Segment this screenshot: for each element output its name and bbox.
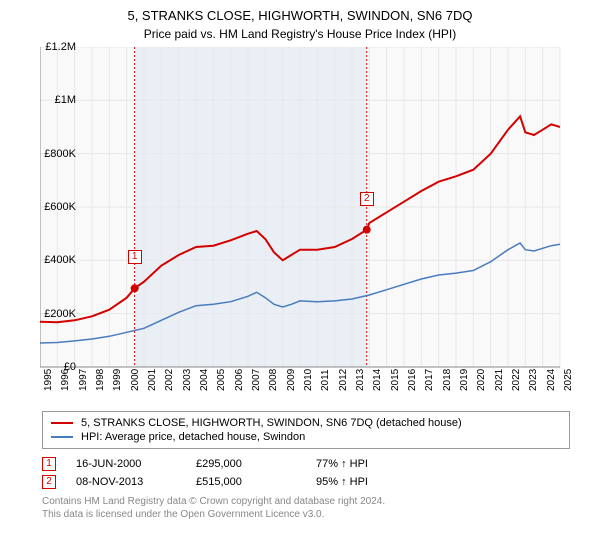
chart-svg bbox=[40, 47, 600, 407]
x-axis-label: 2018 bbox=[442, 369, 453, 391]
legend-swatch bbox=[51, 422, 73, 424]
x-axis-label: 1999 bbox=[112, 369, 123, 391]
chart-marker: 1 bbox=[128, 250, 142, 264]
transaction-pct: 77% ↑ HPI bbox=[316, 458, 436, 470]
transaction-price: £295,000 bbox=[196, 458, 316, 470]
transaction-row: 2 08-NOV-2013 £515,000 95% ↑ HPI bbox=[42, 473, 570, 491]
legend-label: HPI: Average price, detached house, Swin… bbox=[81, 431, 305, 443]
x-axis-label: 2003 bbox=[182, 369, 193, 391]
y-axis-label: £1M bbox=[55, 94, 76, 106]
y-axis-label: £800K bbox=[44, 148, 76, 160]
x-axis-label: 2012 bbox=[338, 369, 349, 391]
chart-marker: 2 bbox=[360, 192, 374, 206]
legend: 5, STRANKS CLOSE, HIGHWORTH, SWINDON, SN… bbox=[42, 411, 570, 449]
x-axis-label: 2011 bbox=[320, 369, 331, 391]
x-axis-label: 2007 bbox=[251, 369, 262, 391]
transaction-date: 08-NOV-2013 bbox=[76, 476, 196, 488]
transaction-pct: 95% ↑ HPI bbox=[316, 476, 436, 488]
legend-item: 5, STRANKS CLOSE, HIGHWORTH, SWINDON, SN… bbox=[51, 416, 561, 430]
x-axis-label: 2006 bbox=[234, 369, 245, 391]
x-axis-label: 2022 bbox=[511, 369, 522, 391]
y-axis-label: £200K bbox=[44, 308, 76, 320]
legend-item: HPI: Average price, detached house, Swin… bbox=[51, 430, 561, 444]
x-axis-label: 2008 bbox=[268, 369, 279, 391]
x-axis-label: 2019 bbox=[459, 369, 470, 391]
y-axis-label: £600K bbox=[44, 201, 76, 213]
y-axis-label: £400K bbox=[44, 254, 76, 266]
x-axis-label: 2017 bbox=[424, 369, 435, 391]
x-axis-label: 2024 bbox=[546, 369, 557, 391]
chart-container: 5, STRANKS CLOSE, HIGHWORTH, SWINDON, SN… bbox=[0, 0, 600, 560]
transactions-table: 1 16-JUN-2000 £295,000 77% ↑ HPI 2 08-NO… bbox=[42, 455, 570, 491]
x-axis-label: 2020 bbox=[476, 369, 487, 391]
x-axis-label: 2023 bbox=[528, 369, 539, 391]
chart-area: £0£200K£400K£600K£800K£1M£1.2M 199519961… bbox=[40, 47, 600, 407]
x-axis-label: 2014 bbox=[372, 369, 383, 391]
x-axis-label: 2001 bbox=[147, 369, 158, 391]
x-axis-label: 2002 bbox=[164, 369, 175, 391]
x-axis-label: 1996 bbox=[60, 369, 71, 391]
x-axis-label: 1995 bbox=[43, 369, 54, 391]
x-axis-label: 1997 bbox=[78, 369, 89, 391]
x-axis-label: 2004 bbox=[199, 369, 210, 391]
chart-title: 5, STRANKS CLOSE, HIGHWORTH, SWINDON, SN… bbox=[0, 0, 600, 23]
transaction-marker: 1 bbox=[42, 457, 56, 471]
footer-line: This data is licensed under the Open Gov… bbox=[42, 508, 570, 521]
footer: Contains HM Land Registry data © Crown c… bbox=[42, 495, 570, 521]
x-axis-label: 2009 bbox=[286, 369, 297, 391]
x-axis-label: 2015 bbox=[390, 369, 401, 391]
x-axis-label: 2021 bbox=[494, 369, 505, 391]
x-axis-label: 2013 bbox=[355, 369, 366, 391]
x-axis-label: 2010 bbox=[303, 369, 314, 391]
x-axis-label: 2025 bbox=[563, 369, 574, 391]
transaction-row: 1 16-JUN-2000 £295,000 77% ↑ HPI bbox=[42, 455, 570, 473]
footer-line: Contains HM Land Registry data © Crown c… bbox=[42, 495, 570, 508]
x-axis-label: 2000 bbox=[130, 369, 141, 391]
y-axis-label: £1.2M bbox=[45, 41, 76, 53]
x-axis-label: 2016 bbox=[407, 369, 418, 391]
x-axis-label: 1998 bbox=[95, 369, 106, 391]
x-axis-label: 2005 bbox=[216, 369, 227, 391]
transaction-date: 16-JUN-2000 bbox=[76, 458, 196, 470]
transaction-marker: 2 bbox=[42, 475, 56, 489]
transaction-price: £515,000 bbox=[196, 476, 316, 488]
legend-label: 5, STRANKS CLOSE, HIGHWORTH, SWINDON, SN… bbox=[81, 417, 462, 429]
chart-subtitle: Price paid vs. HM Land Registry's House … bbox=[0, 23, 600, 47]
legend-swatch bbox=[51, 436, 73, 438]
